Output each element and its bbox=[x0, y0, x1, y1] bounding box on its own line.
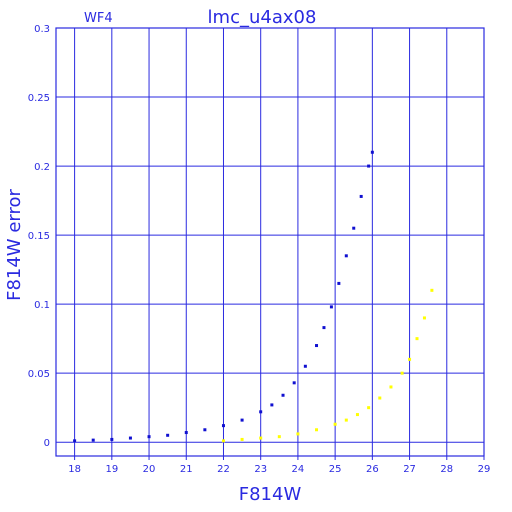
y-axis-label: F814W error bbox=[4, 189, 25, 301]
y-tick-label: 0.3 bbox=[34, 24, 50, 35]
data-point bbox=[147, 435, 151, 439]
x-tick-label: 22 bbox=[217, 464, 230, 475]
data-point bbox=[166, 433, 170, 437]
data-point bbox=[367, 164, 371, 168]
data-point bbox=[322, 326, 326, 330]
data-point bbox=[400, 371, 404, 375]
data-point bbox=[315, 344, 319, 348]
data-point bbox=[315, 428, 319, 432]
data-point bbox=[430, 288, 434, 292]
corner-label: WF4 bbox=[84, 11, 113, 26]
data-point bbox=[184, 431, 188, 435]
x-tick-label: 27 bbox=[403, 464, 416, 475]
x-tick-label: 25 bbox=[329, 464, 342, 475]
data-point bbox=[378, 396, 382, 400]
data-point bbox=[333, 422, 337, 426]
x-tick-label: 29 bbox=[478, 464, 491, 475]
y-tick-label: 0.15 bbox=[28, 231, 50, 242]
data-point bbox=[355, 413, 359, 417]
y-tick-label: 0.1 bbox=[34, 300, 50, 311]
data-point bbox=[221, 439, 225, 443]
data-point bbox=[240, 437, 244, 441]
data-point bbox=[422, 316, 426, 320]
data-point bbox=[389, 385, 393, 389]
chart-title: lmc_u4ax08 bbox=[208, 7, 317, 28]
x-axis-label: F814W bbox=[239, 484, 302, 505]
data-point bbox=[240, 418, 244, 422]
data-point bbox=[91, 438, 95, 442]
data-point bbox=[329, 305, 333, 309]
data-point bbox=[221, 424, 225, 428]
data-point bbox=[337, 281, 341, 285]
data-point bbox=[292, 381, 296, 385]
data-point bbox=[352, 226, 356, 230]
y-tick-label: 0 bbox=[44, 438, 50, 449]
plot-frame bbox=[55, 27, 485, 457]
x-tick-label: 18 bbox=[68, 464, 81, 475]
data-point bbox=[415, 337, 419, 341]
data-point bbox=[259, 410, 263, 414]
data-point bbox=[277, 435, 281, 439]
data-point bbox=[296, 432, 300, 436]
series-0 bbox=[73, 150, 374, 443]
data-point bbox=[344, 418, 348, 422]
x-tick-label: 28 bbox=[440, 464, 453, 475]
x-tick-labels: 18 19 20 21 22 23 24 25 26 27 28 29 bbox=[68, 464, 490, 475]
data-point bbox=[128, 436, 132, 440]
data-point bbox=[259, 436, 263, 440]
y-tick-label: 0.2 bbox=[34, 162, 50, 173]
data-point bbox=[359, 194, 363, 198]
data-point bbox=[344, 254, 348, 258]
data-point bbox=[370, 150, 374, 154]
y-tick-label: 0.25 bbox=[28, 93, 50, 104]
data-point bbox=[303, 364, 307, 368]
grid bbox=[56, 27, 485, 460]
data-point bbox=[367, 406, 371, 410]
data-point bbox=[270, 403, 274, 407]
x-tick-label: 19 bbox=[105, 464, 118, 475]
x-tick-label: 23 bbox=[254, 464, 267, 475]
data-point bbox=[281, 393, 285, 397]
y-tick-labels: 0 0.05 0.1 0.15 0.2 0.25 0.3 bbox=[28, 24, 50, 449]
series-1 bbox=[221, 288, 434, 443]
data-point bbox=[73, 439, 77, 443]
data-point bbox=[110, 437, 114, 441]
data-point bbox=[203, 428, 207, 432]
y-tick-label: 0.05 bbox=[28, 369, 50, 380]
x-tick-label: 20 bbox=[143, 464, 156, 475]
data-points bbox=[73, 150, 434, 443]
x-tick-label: 21 bbox=[180, 464, 193, 475]
x-tick-label: 24 bbox=[292, 464, 305, 475]
data-point bbox=[408, 357, 412, 361]
x-tick-label: 26 bbox=[366, 464, 379, 475]
